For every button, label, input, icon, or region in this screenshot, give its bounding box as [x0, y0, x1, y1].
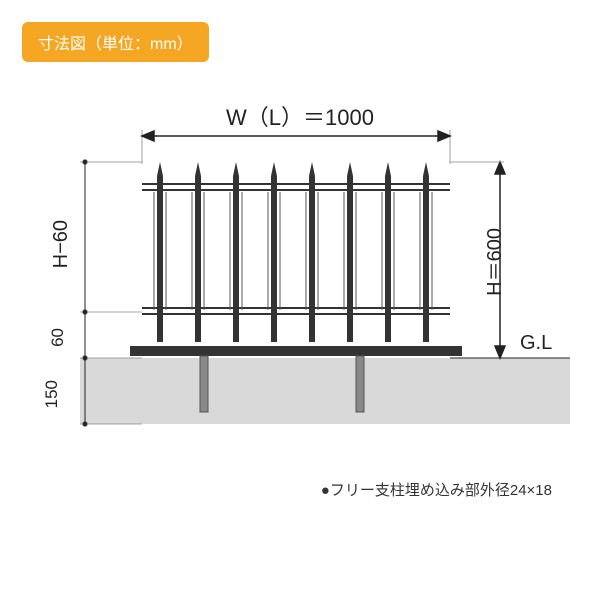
header-badge: 寸法図（単位：mm）	[22, 22, 209, 62]
dimension-drawing: W（L）＝1000 H−60 60 150 H＝600 G.L	[30, 100, 570, 480]
dim-h-minus-60-label: H−60	[50, 220, 73, 268]
dim-h-label: H＝600	[480, 228, 509, 296]
dim-150-label: 150	[42, 380, 62, 408]
gl-label: G.L	[520, 332, 552, 355]
note-text: フリー支柱埋め込み部外径24×18	[330, 482, 552, 499]
ground-rect	[80, 358, 570, 424]
dim-width-label: W（L）＝1000	[226, 100, 374, 132]
footer-note: ●フリー支柱埋め込み部外径24×18	[321, 479, 552, 500]
dim-60-label: 60	[48, 328, 68, 347]
bullet-icon: ●	[321, 482, 330, 499]
